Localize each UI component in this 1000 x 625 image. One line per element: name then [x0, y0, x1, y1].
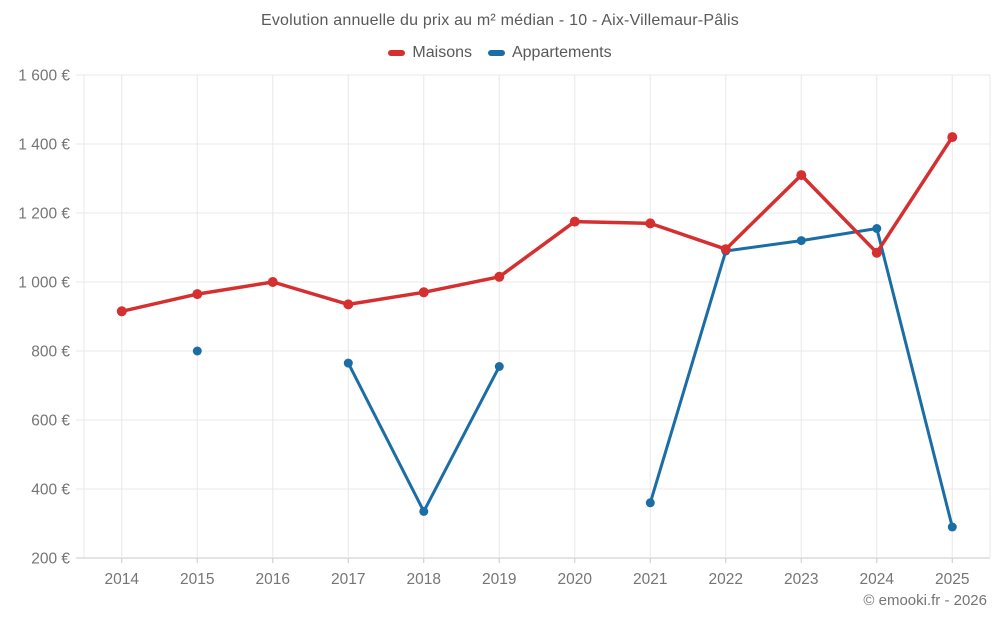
y-tick-label: 600 €: [31, 413, 70, 430]
credit-text: © emooki.fr - 2026: [863, 592, 987, 609]
data-point-appartements-2017[interactable]: [343, 358, 353, 368]
data-point-maisons-2023[interactable]: [796, 170, 807, 181]
data-point-maisons-2019[interactable]: [494, 271, 505, 282]
y-tick-label: 400 €: [31, 482, 70, 499]
series-line-maisons: [120, 135, 955, 314]
data-point-maisons-2015[interactable]: [192, 289, 203, 300]
data-point-appartements-2024[interactable]: [872, 224, 882, 233]
x-tick-label: 2015: [180, 571, 214, 588]
data-point-maisons-2021[interactable]: [645, 218, 656, 229]
x-tick-label: 2021: [633, 571, 667, 588]
data-point-appartements-2021[interactable]: [645, 498, 655, 508]
data-point-appartements-2023[interactable]: [796, 236, 806, 246]
x-tick-label: 2016: [256, 571, 290, 588]
legend-label-maisons: Maisons: [412, 44, 472, 61]
data-point-appartements-2019[interactable]: [494, 362, 504, 371]
x-tick-label: 2022: [709, 571, 743, 588]
x-tick-label: 2017: [331, 571, 365, 588]
data-point-appartements-2018[interactable]: [419, 506, 429, 516]
x-tick-label: 2023: [784, 571, 818, 588]
data-point-appartements-2025[interactable]: [947, 522, 957, 532]
legend-item-appartements[interactable]: Appartements: [487, 44, 612, 62]
x-tick-label: 2018: [407, 571, 441, 588]
y-tick-label: 800 €: [31, 344, 70, 361]
x-tick-label: 2020: [558, 571, 593, 588]
data-point-maisons-2018[interactable]: [418, 287, 429, 298]
y-tick-label: 1 600 €: [18, 68, 70, 85]
chart-legend: Maisons Appartements: [0, 44, 1000, 62]
y-tick-label: 1 200 €: [18, 206, 70, 223]
y-tick-label: 1 400 €: [18, 137, 70, 154]
data-point-maisons-2024[interactable]: [871, 247, 882, 258]
x-tick-label: 2019: [482, 571, 516, 588]
x-tick-label: 2014: [105, 571, 140, 588]
x-tick-label: 2024: [860, 571, 895, 588]
data-point-appartements-2015[interactable]: [192, 346, 202, 356]
chart-title: Evolution annuelle du prix au m² médian …: [260, 12, 739, 29]
data-point-maisons-2017[interactable]: [343, 299, 354, 310]
data-point-maisons-2022[interactable]: [720, 244, 731, 255]
legend-swatch-appartements: [487, 50, 505, 56]
data-point-maisons-2020[interactable]: [569, 216, 580, 227]
legend-swatch-maisons: [388, 50, 406, 56]
x-tick-label: 2025: [935, 571, 969, 588]
data-point-maisons-2025[interactable]: [947, 132, 958, 143]
y-tick-label: 1 000 €: [18, 275, 70, 292]
data-point-maisons-2014[interactable]: [116, 306, 127, 317]
data-point-maisons-2016[interactable]: [267, 277, 278, 287]
legend-label-appartements: Appartements: [511, 44, 612, 61]
legend-item-maisons[interactable]: Maisons: [388, 44, 472, 62]
y-tick-label: 200 €: [31, 551, 70, 568]
